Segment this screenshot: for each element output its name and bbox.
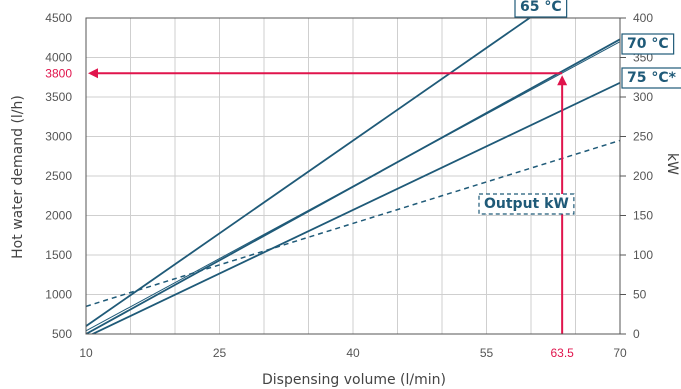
series-label-65-c: 65 °C: [520, 0, 562, 15]
series-line-75-c: [90, 81, 620, 334]
y-tick-label: 1500: [45, 248, 72, 262]
series-label-75-c-box: [621, 67, 681, 89]
x-tick-label: 25: [213, 346, 227, 360]
y2-tick-label: 50: [633, 288, 647, 302]
series-label-output-kw: Output kW: [484, 196, 569, 212]
series-line-65-c: [86, 18, 532, 327]
x-tick-label: 70: [613, 346, 627, 360]
series-label-65-c-box: [514, 0, 568, 18]
x-tick-label: 55: [480, 346, 494, 360]
x-tick-label: 10: [79, 346, 93, 360]
y2-tick-label: 400: [633, 11, 653, 25]
x-axis-title: Dispensing volume (l/min): [262, 372, 446, 388]
series-labels: 65 °C 70 °C 75 °C* Output kW: [478, 0, 681, 215]
series-label-70-c: 70 °C: [627, 36, 669, 52]
grid: [86, 18, 620, 334]
y-tick-label: 3500: [45, 90, 72, 104]
y-axis-title: Hot water demand (l/h): [10, 95, 26, 259]
y-tick-label: 2000: [45, 209, 72, 223]
y-tick-label: 2500: [45, 169, 72, 183]
y-tick-label: 3000: [45, 130, 72, 144]
y-tick-label: 1000: [45, 288, 72, 302]
series-label-70-c-box: [621, 33, 675, 55]
y2-tick-label: 100: [633, 248, 653, 262]
annotation-x-label: 63.5: [550, 346, 574, 360]
y2-tick-label: 300: [633, 90, 653, 104]
x-tick-label: 40: [346, 346, 360, 360]
y2-tick-label: 0: [633, 327, 640, 341]
y2-tick-label: 150: [633, 209, 653, 223]
series-line-helper: [86, 41, 620, 332]
y-tick-label: 4000: [45, 51, 72, 65]
annotation-arrowhead-left: [88, 68, 98, 79]
annotation-arrowhead-up: [557, 75, 568, 86]
series-label-75-c: 75 °C*: [627, 70, 677, 86]
y-tick-label: 4500: [45, 11, 72, 25]
y2-tick-label: 250: [633, 130, 653, 144]
y2-tick-label: 200: [633, 169, 653, 183]
plot-frame: [85, 17, 626, 335]
series-line-output-kw: [86, 139, 620, 308]
y-tick-label: 500: [52, 327, 72, 341]
series-label-output-kw-box: [478, 193, 575, 215]
y2-axis-title: kW: [664, 153, 680, 175]
series-lines: [86, 18, 620, 334]
annotation-y-label: 3800: [45, 66, 72, 80]
